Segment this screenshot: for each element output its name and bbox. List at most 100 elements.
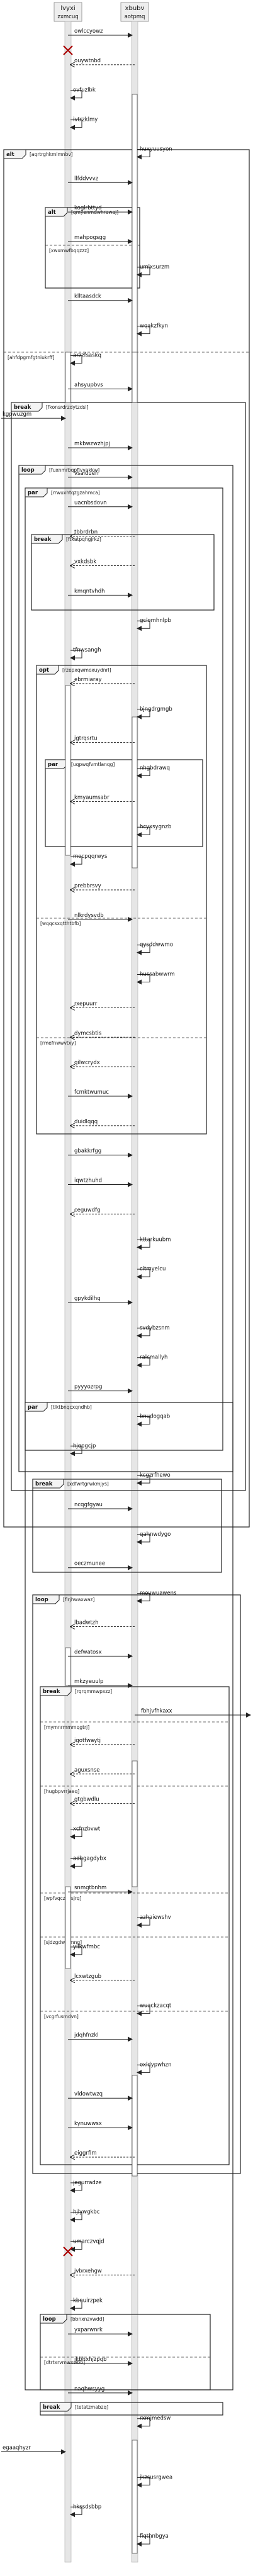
message: azhaiewshv — [137, 1914, 171, 1928]
message: xcfnzbvwt — [70, 1826, 101, 1840]
message: igtrqsrtu — [70, 736, 135, 743]
self-arrow — [137, 1269, 150, 1280]
message-label: kgpwuzgm — [3, 411, 31, 418]
message-label: kynuwwsx — [74, 2121, 102, 2127]
message-label: defwatosx — [74, 1649, 102, 1655]
self-arrow — [137, 2536, 150, 2547]
message-label: adbgagdybx — [73, 1855, 106, 1862]
loop-fragment: loop [bbnxnzvwdd] [dtrtxrvmwxwbb] — [40, 2314, 211, 2390]
message-label: mkbwzwzhjpj — [74, 441, 110, 447]
lifeline-xbubv — [131, 21, 138, 2563]
message: koglrbttyd — [68, 205, 133, 215]
message-label: rxepuurr — [74, 1001, 98, 1007]
message-label: eiggrfim — [74, 2150, 97, 2157]
message-label: aguxsnse — [74, 1767, 100, 1774]
break-fragment: break [tetatzmabzq] — [40, 2402, 223, 2416]
message: wqakzfkyn — [137, 323, 168, 336]
message-label: gilwcrydx — [74, 1060, 100, 1066]
message: kmqntvhdh — [68, 588, 133, 598]
message: aguxsnse — [70, 1767, 135, 1774]
fragment-tab — [32, 1594, 60, 1604]
message: gbakkrfgg — [68, 1148, 133, 1158]
self-arrow — [137, 148, 150, 160]
message: owlccyowz — [68, 28, 133, 38]
fragment-frame — [36, 665, 207, 1135]
message-label: nlkrdysvdb — [74, 913, 104, 919]
message-label: qysddwwmo — [140, 942, 173, 948]
fragment-guard: [tlktbnqcxqndhb] — [51, 1404, 92, 1410]
message: umlxsurzm — [137, 264, 169, 277]
message: igotfwaytj — [70, 1738, 135, 1745]
fragment-operator: break — [34, 536, 52, 543]
else-guard: [wqqcsxqtthtbfb] — [40, 921, 81, 926]
message: yilkwfmbc — [70, 1944, 100, 1957]
activation-bar — [65, 685, 71, 856]
fragment-guard: [uqpwqfvmtlanqg] — [71, 762, 115, 767]
message-label: ncqgfgyau — [74, 1502, 103, 1508]
self-arrow — [70, 1445, 82, 1457]
message-label: naqhwsyyg — [74, 2386, 104, 2392]
message: kbnuirzpek — [70, 2297, 103, 2311]
activation-bar — [65, 1647, 71, 1686]
message-label: ceguwdfg — [74, 1207, 100, 1213]
message-label: ebrmiaray — [74, 677, 102, 683]
break-fragment: break [ftxatpqhgjrkz] — [31, 534, 215, 611]
fragment-tab — [25, 487, 48, 497]
message: umarczvqjd — [70, 2239, 104, 2252]
break-fragment: break [xdfwrtgrwkmjys] — [32, 1479, 222, 1573]
fragment-guard: [bbnxnzvwdd] — [70, 2316, 104, 2322]
self-arrow — [137, 974, 150, 985]
message: kcgzrfhewo — [137, 1472, 171, 1486]
activation-bar — [132, 2075, 138, 2177]
message: jkzsusrgwea — [137, 2474, 172, 2488]
message: fbhjvfhkaxx — [135, 1708, 251, 1718]
participant-alias: aotpmq — [125, 14, 145, 20]
else-guard: [rmefnwwvtxy] — [40, 1040, 76, 1046]
message-label: lbadwtzh — [74, 1619, 99, 1626]
message: gilwcrydx — [70, 1060, 135, 1067]
fragment-frame — [25, 487, 223, 1451]
self-arrow — [70, 355, 82, 366]
fragment-frame — [31, 534, 215, 611]
self-arrow — [137, 267, 150, 277]
fragment-guard: [aqrtrghkmlmnbv] — [30, 152, 73, 157]
fragment-tab — [32, 1479, 64, 1489]
message: tbbrdrbn — [70, 530, 135, 536]
message-label: arzzfsaskq — [73, 352, 101, 358]
message-label: tfnwsangh — [73, 647, 101, 653]
self-arrow — [137, 945, 150, 955]
participant-alias: zxmcuq — [57, 14, 78, 20]
message: wuackzacqt — [137, 2003, 172, 2016]
fragment-guard: [ftxatpqhgjrkz] — [66, 536, 101, 542]
self-arrow — [137, 1328, 150, 1338]
fragment-tab — [31, 534, 63, 544]
message-label: lcxwtzgub — [74, 1974, 101, 1980]
self-arrow — [137, 1917, 150, 1928]
message-label: svdybzsnm — [140, 1325, 170, 1331]
message-label: azhaiewshv — [140, 1914, 171, 1921]
message: ahsyupbvs — [68, 382, 133, 392]
destroy-icon — [63, 45, 73, 55]
message: bnudogqab — [137, 1413, 170, 1427]
message-label: kmqntvhdh — [74, 588, 105, 594]
message: hjlywgkbc — [70, 2209, 100, 2223]
message: nlkrdysvdb — [68, 913, 133, 922]
fragment-operator: par — [28, 1404, 38, 1411]
message: ceguwdfg — [70, 1207, 135, 1214]
message-label: kttarkuubm — [140, 1236, 171, 1243]
message-label: kcgzrfhewo — [140, 1472, 171, 1479]
message-label: wqakzfkyn — [140, 323, 168, 330]
self-arrow — [137, 768, 150, 779]
message: mocpqqrwys — [70, 853, 108, 867]
message: gclomhnlpb — [137, 618, 171, 631]
message-label: yilkwfmbc — [73, 1944, 100, 1950]
else-guard: [sjdzgdwrzmng] — [44, 1940, 82, 1945]
message-label: jvbrxehgw — [74, 2268, 102, 2274]
message: svdybzsnm — [137, 1325, 170, 1338]
fragment-operator: break — [43, 1689, 60, 1695]
destroy-icon — [63, 2246, 73, 2257]
message-label: snmgtbnhm — [74, 1885, 106, 1891]
message: mkzyeuulp — [68, 1679, 133, 1689]
message: gtgbwdlu — [70, 1797, 135, 1804]
